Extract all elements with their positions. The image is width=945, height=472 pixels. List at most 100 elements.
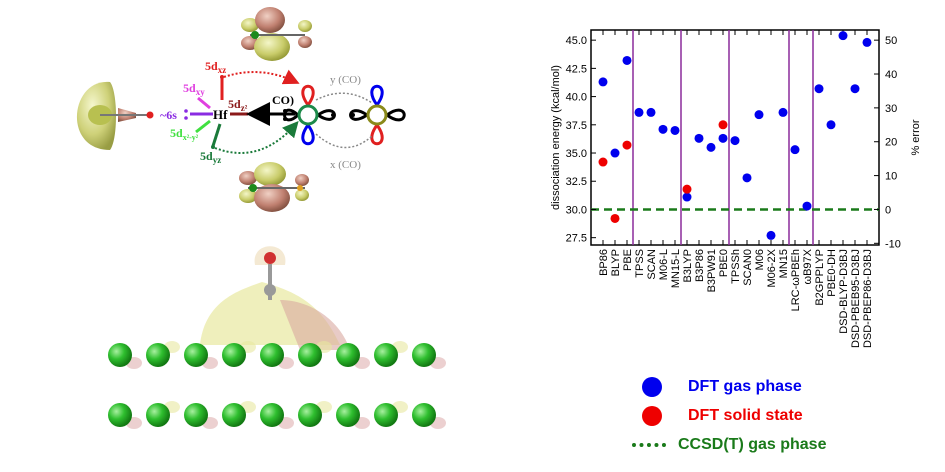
legend-label: DFT gas phase	[688, 377, 802, 395]
y2-tick-label: 0	[885, 204, 891, 216]
chloride-sphere	[222, 343, 246, 367]
data-point	[850, 84, 860, 94]
surface-density-render	[108, 246, 446, 429]
data-point	[610, 148, 620, 158]
y-tick-label: 27.5	[566, 233, 587, 245]
label-5dxz: 5dxz	[205, 59, 226, 75]
x-tick-label: B3LYP	[682, 249, 694, 282]
x-tick-label: DSD-PBEP86-D3BJ	[862, 249, 874, 348]
y-tick-label: 37.5	[566, 120, 587, 132]
data-point	[694, 133, 704, 143]
label-x-co: x (CO)	[330, 159, 361, 171]
chloride-sphere	[146, 403, 170, 427]
chloride-sphere	[336, 403, 360, 427]
x-tick-label: B2GPPLYP	[814, 249, 826, 306]
x-tick-label: MN15-L	[670, 249, 682, 288]
x-tick-label: M06-2X	[766, 248, 778, 287]
y-tick-label: 35.0	[566, 148, 587, 160]
y2-axis-label: % error	[910, 119, 922, 155]
dyz-orbital-render	[239, 162, 309, 212]
label-hf: Hf	[213, 107, 228, 122]
chloride-sphere	[108, 403, 132, 427]
chloride-sphere	[222, 403, 246, 427]
y-tick-label: 40.0	[566, 92, 587, 104]
data-point	[718, 120, 728, 130]
label-y-co: y (CO)	[330, 74, 361, 86]
label-5dx2y2: 5dx²-y²	[170, 126, 199, 142]
label-6s: ~6s	[160, 108, 177, 122]
data-point	[598, 77, 608, 87]
y2-tick-label: 50	[885, 35, 897, 47]
data-point	[838, 31, 848, 41]
data-point	[742, 173, 752, 183]
x-tick-label: DSD-PBEB95-D3BJ	[850, 249, 862, 348]
data-point	[802, 201, 812, 211]
data-point	[754, 110, 764, 120]
x-tick-label: BLYP	[610, 249, 622, 276]
chloride-sphere	[298, 343, 322, 367]
label-5dz2: 5dz²	[228, 97, 248, 113]
red-dot-icon	[642, 405, 662, 426]
data-point	[814, 84, 824, 94]
label-co: CO)	[272, 93, 294, 107]
data-point	[622, 55, 632, 65]
data-point	[646, 107, 656, 117]
data-point	[682, 192, 692, 202]
legend-label: DFT solid state	[688, 406, 803, 424]
data-point	[610, 213, 620, 223]
x-tick-label: ωB97X	[802, 248, 814, 284]
chloride-sphere	[184, 403, 208, 427]
data-point	[778, 107, 788, 117]
x-tick-label: PBE0-DH	[826, 249, 838, 297]
y2-tick-label: 20	[885, 137, 897, 149]
data-point	[766, 230, 776, 240]
x-tick-label: MN15	[778, 249, 790, 278]
blue-dot-icon	[642, 376, 662, 397]
y2-tick-label: -10	[885, 238, 901, 250]
data-point	[730, 136, 740, 146]
chloride-sphere	[374, 403, 398, 427]
legend-item-ccsd: CCSD(T) gas phase	[632, 430, 827, 459]
chloride-sphere	[298, 403, 322, 427]
data-point	[706, 142, 716, 152]
data-point	[670, 125, 680, 135]
y2-tick-label: 40	[885, 69, 897, 81]
chloride-sphere	[412, 343, 436, 367]
chloride-sphere	[412, 403, 436, 427]
x-tick-label: SCAN0	[742, 249, 754, 286]
chloride-sphere	[146, 343, 170, 367]
data-point	[718, 133, 728, 143]
y-tick-label: 42.5	[566, 63, 587, 75]
data-point	[862, 37, 872, 47]
y-tick-label: 45.0	[566, 35, 587, 47]
x-tick-label: TPSSh	[730, 249, 742, 284]
dxz-orbital-render	[241, 7, 312, 61]
data-point	[634, 107, 644, 117]
x-tick-label: M06	[754, 249, 766, 270]
data-point	[622, 140, 632, 150]
y-axis-label: dissociation energy (kcal/mol)	[550, 65, 562, 210]
hf-6s-orbital-render	[76, 81, 154, 150]
legend: DFT gas phase DFT solid state CCSD(T) ga…	[632, 372, 827, 459]
legend-item-solid: DFT solid state	[640, 401, 826, 430]
x-tick-label: SCAN	[646, 249, 658, 280]
dashed-line-icon	[632, 442, 666, 447]
chloride-sphere	[184, 343, 208, 367]
x-tick-label: B3PW91	[706, 249, 718, 292]
hf-bond-scheme	[184, 69, 300, 154]
y-tick-label: 30.0	[566, 204, 587, 216]
data-point	[598, 157, 608, 167]
chloride-sphere	[260, 343, 284, 367]
label-5dxy: 5dxy	[183, 81, 205, 97]
chloride-sphere	[260, 403, 284, 427]
x-tick-label: BP86	[598, 249, 610, 276]
x-tick-label: TPSS	[634, 249, 646, 278]
x-tick-label: DSD-BLYP-D3BJ	[838, 249, 850, 334]
legend-label: CCSD(T) gas phase	[678, 435, 827, 453]
chloride-sphere	[108, 343, 132, 367]
x-tick-label: B3P86	[694, 249, 706, 282]
x-tick-label: PBE0	[718, 249, 730, 277]
x-tick-label: LRC-ωPBEh	[790, 249, 802, 311]
